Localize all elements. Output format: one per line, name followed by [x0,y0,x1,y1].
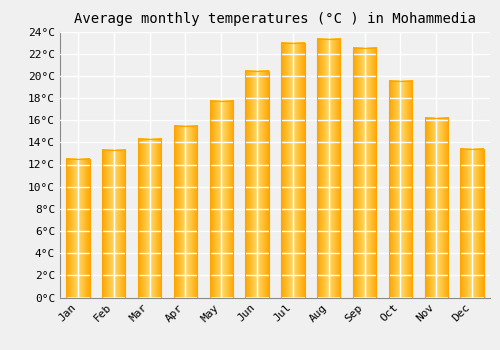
Title: Average monthly temperatures (°C ) in Mohammedia: Average monthly temperatures (°C ) in Mo… [74,12,476,26]
Bar [460,149,483,298]
Bar [246,71,268,298]
Bar [66,159,90,298]
Bar [102,150,126,298]
Bar [210,102,233,298]
Bar [424,118,448,297]
Bar [174,126,197,298]
Bar [317,39,340,298]
Bar [138,139,161,298]
Bar [389,82,412,298]
Bar [353,48,376,298]
Bar [282,43,304,298]
